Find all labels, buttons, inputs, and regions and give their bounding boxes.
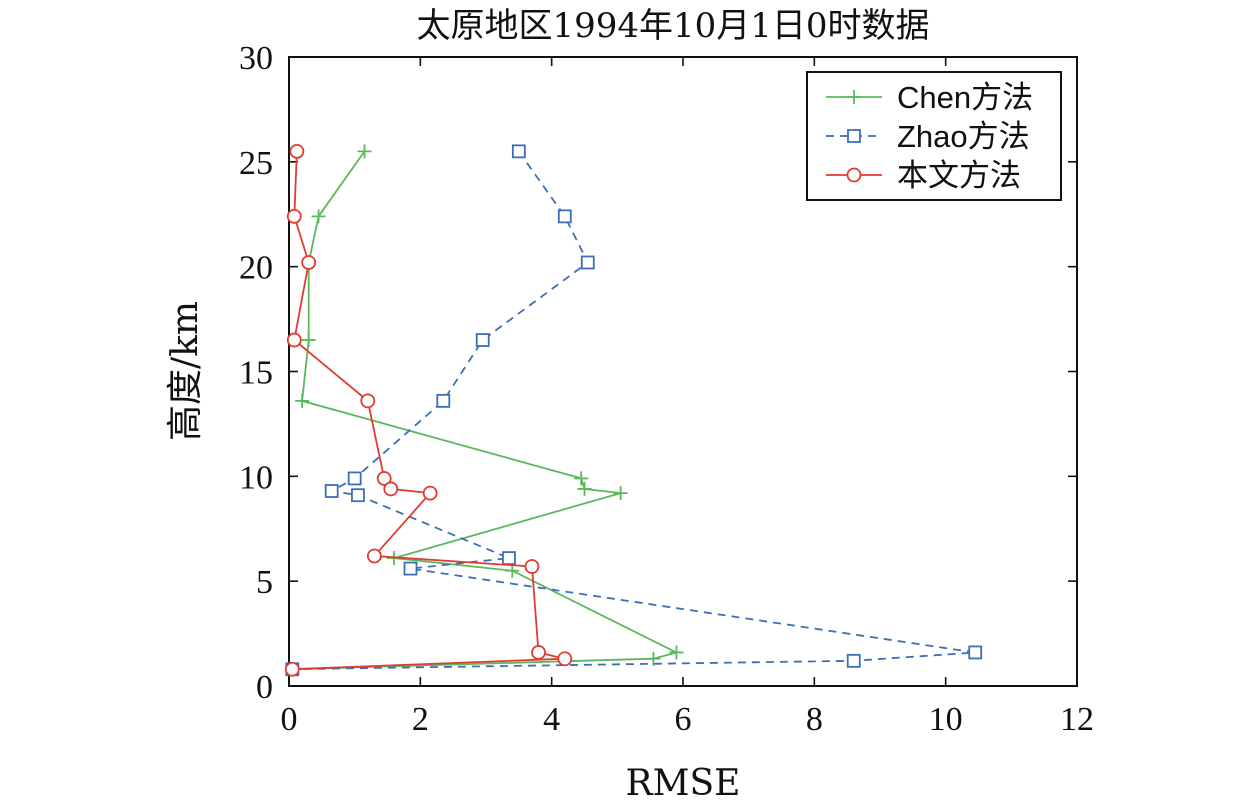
data-point [422,485,438,501]
data-point [295,393,310,408]
y-tick-label: 0 [256,669,273,706]
data-point [669,645,684,660]
data-point [475,333,490,347]
data-point [286,208,302,224]
series-line [292,150,679,671]
data-point [613,486,628,501]
legend-marker [847,90,861,104]
data-point [574,471,589,486]
series-2 [285,144,983,677]
data-point [301,255,317,270]
legend-item: 本文方法 [826,158,1021,193]
data-point [557,209,572,224]
legend-label: Chen方法 [897,80,1033,115]
series-1 [285,144,684,677]
data-point [284,661,300,677]
data-point [580,255,595,270]
data-point [383,481,399,497]
legend-marker [846,167,862,183]
data-point [846,653,861,668]
y-axis-label: 高度/km [165,301,206,441]
data-point [311,209,326,224]
x-tick-label: 0 [281,701,298,738]
series-line [292,150,976,671]
data-point [557,651,573,667]
y-axis-ticks: 0 5 10 15 20 25 30 [239,40,1077,706]
data-point [646,651,661,666]
legend-label: Zhao方法 [897,119,1030,154]
data-point [577,481,592,496]
y-tick-label: 10 [239,459,273,496]
legend-marker [847,129,861,143]
x-tick-label: 8 [806,701,823,738]
y-tick-label: 30 [239,40,273,77]
x-tick-label: 12 [1060,701,1094,738]
data-point [289,143,305,159]
data-point [511,144,526,159]
data-point [366,548,382,564]
series-layer [284,143,983,677]
data-point [403,561,418,576]
data-point [376,471,392,486]
x-tick-label: 10 [929,701,963,738]
data-point [531,645,546,660]
x-tick-label: 2 [412,701,429,738]
series-3 [284,143,573,677]
data-point [436,393,451,408]
data-point [347,471,362,486]
data-point [524,559,540,574]
legend-label: 本文方法 [897,158,1021,193]
x-tick-label: 4 [543,701,560,738]
data-point [360,393,376,409]
data-point [286,332,302,348]
data-point [968,645,983,660]
legend-item: Zhao方法 [826,119,1030,154]
legend-item: Chen方法 [826,80,1033,115]
y-tick-label: 15 [239,355,273,392]
data-point [357,144,372,159]
data-point [351,488,365,503]
x-axis-ticks: 0 2 4 6 8 10 12 [281,57,1094,738]
y-tick-label: 25 [239,145,273,182]
x-tick-label: 6 [675,701,692,738]
data-point [301,333,316,348]
x-axis-label: RMSE [626,763,741,804]
chart-title: 太原地区1994年10月1日0时数据 [416,6,929,46]
data-point [502,551,516,566]
y-tick-label: 5 [256,564,273,601]
data-point [324,484,339,498]
y-tick-label: 20 [239,250,273,287]
